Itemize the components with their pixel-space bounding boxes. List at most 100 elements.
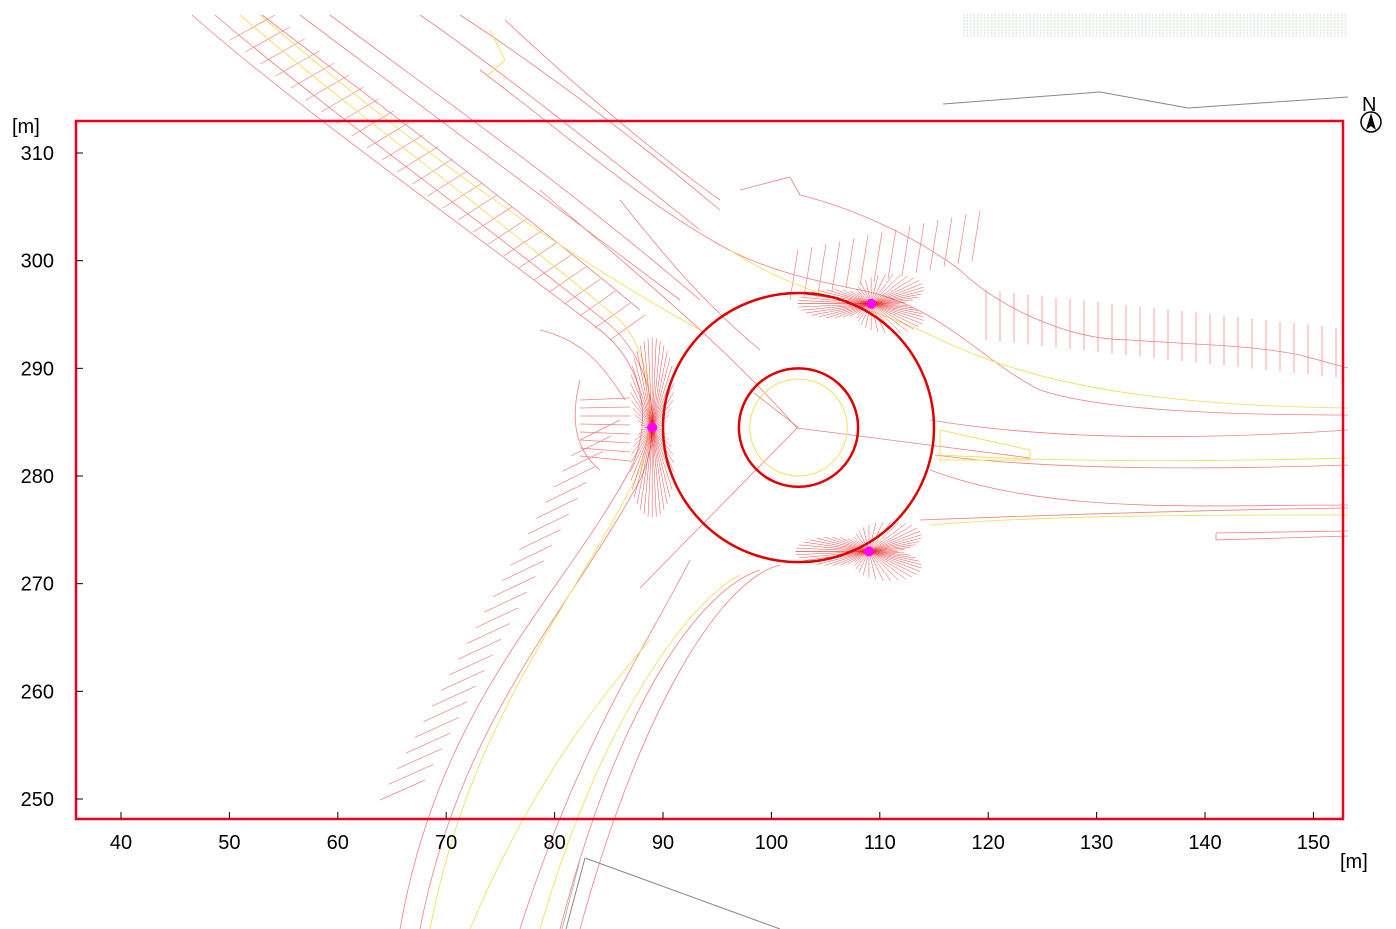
- road-edge: [919, 507, 1349, 521]
- hatch-line: [449, 654, 493, 676]
- noise-source-point: [647, 422, 658, 433]
- hatch-line: [579, 423, 631, 426]
- road-edge: [574, 379, 601, 471]
- hatch-line: [501, 560, 544, 582]
- hatch-line: [379, 779, 426, 801]
- hatch-line: [831, 240, 841, 292]
- road-edge: [934, 454, 1349, 469]
- road-edge: [261, 14, 641, 311]
- centerline: [469, 639, 651, 929]
- x-tick-label: 90: [652, 832, 674, 854]
- hatch-line: [432, 685, 477, 707]
- x-tick-label: 120: [972, 832, 1005, 854]
- hatch-line: [887, 228, 897, 280]
- hatch-line: [229, 14, 276, 41]
- hatch-line: [957, 213, 967, 265]
- hatch-line: [492, 576, 536, 597]
- source-fan: [630, 337, 675, 518]
- bottom-boundary-line: [565, 857, 586, 929]
- hatch-line: [901, 225, 911, 277]
- y-tick-label: 290: [21, 358, 54, 380]
- bottom-boundary-line-2: [584, 857, 781, 929]
- plot-frame: [74, 119, 1345, 821]
- road-edge: [214, 14, 653, 929]
- hatch-line: [579, 447, 631, 453]
- hatch-line: [915, 222, 925, 274]
- hatch-line: [503, 230, 542, 257]
- y-unit-label: [m]: [12, 116, 40, 138]
- hatch-line: [803, 246, 813, 298]
- y-tick-label: 260: [21, 681, 54, 703]
- hatch-line: [427, 170, 468, 197]
- road-edge: [459, 14, 721, 211]
- roundabout-contours: [661, 291, 936, 564]
- hatch-line: [579, 431, 631, 435]
- hatch-line: [397, 748, 443, 770]
- hatch-line: [594, 302, 631, 329]
- road-network: [191, 14, 1349, 929]
- top-right-hatch: [963, 14, 1348, 37]
- hatch-line: [484, 591, 527, 613]
- island-line: [749, 378, 848, 477]
- road-centerlines: [239, 14, 1349, 929]
- x-tick-label: 130: [1080, 832, 1113, 854]
- embankment-hatching: [229, 14, 1337, 801]
- road-edge: [419, 14, 701, 231]
- hatch-line: [388, 764, 434, 785]
- x-tick-label: 100: [755, 832, 788, 854]
- hatch-line: [442, 182, 483, 209]
- hatch-line: [536, 497, 578, 519]
- hatch-line: [518, 242, 557, 269]
- road-edge: [1215, 530, 1349, 541]
- x-tick-label: 140: [1188, 832, 1221, 854]
- hatch-line: [510, 544, 553, 566]
- hatch-line: [457, 194, 498, 221]
- x-tick-label: 50: [218, 832, 240, 854]
- hatch-line: [423, 701, 468, 723]
- road-edge: [639, 427, 798, 589]
- road-edge: [579, 564, 781, 929]
- centerline: [939, 454, 1349, 462]
- road-edge: [539, 189, 798, 429]
- road-edge: [929, 419, 1349, 437]
- y-tick-label: 310: [21, 143, 54, 165]
- hatch-line: [579, 419, 621, 441]
- y-tick-label: 280: [21, 466, 54, 488]
- hatch-line: [579, 406, 631, 409]
- hatch-line: [466, 623, 510, 644]
- hatch-line: [553, 466, 595, 488]
- road-edge: [619, 199, 761, 351]
- outer-ring: [661, 291, 936, 564]
- road-edge: [929, 469, 1349, 507]
- hatch-line: [549, 266, 586, 293]
- hatch-line: [564, 278, 601, 305]
- hatch-line: [527, 513, 570, 535]
- x-axis: 40 50 60 70 80 90 100 110 120 130 140 150: [110, 812, 1330, 854]
- propagation-fans: [630, 273, 924, 582]
- centerline: [929, 514, 1349, 526]
- noise-source-point: [863, 546, 874, 557]
- y-tick-label: 250: [21, 789, 54, 811]
- hatch-line: [414, 717, 460, 738]
- hatch-line: [579, 455, 631, 462]
- road-edge: [739, 176, 1349, 369]
- hatch-line: [562, 450, 604, 472]
- road-edge: [191, 14, 643, 929]
- centerline: [939, 429, 1031, 461]
- road-edge: [519, 559, 691, 929]
- road-edge: [329, 14, 701, 301]
- hatch-line: [789, 249, 799, 301]
- hatch-line: [397, 146, 438, 173]
- hatch-line: [859, 234, 869, 286]
- hatch-line: [475, 607, 519, 629]
- x-unit-label: [m]: [1340, 851, 1368, 873]
- hatch-line: [260, 38, 305, 65]
- hatch-line: [817, 243, 827, 295]
- x-tick-label: 70: [435, 832, 457, 854]
- boundary-line: [942, 91, 1349, 109]
- hatch-line: [609, 314, 646, 341]
- hatch-line: [473, 206, 512, 233]
- x-tick-label: 40: [110, 832, 132, 854]
- centerline: [259, 14, 701, 331]
